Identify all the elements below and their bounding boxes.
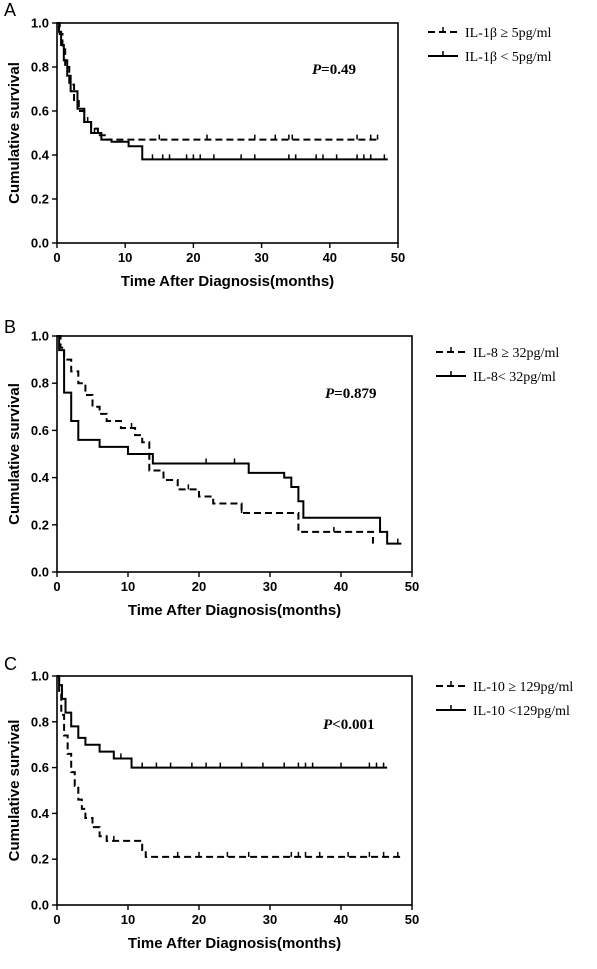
panel-b: B 0.0 0.2 0.4 0.6 0.8 1.0 0 10 20 30 40 50 Time After… [4,317,559,619]
survival-curve-dashed [57,22,378,141]
panel-a: A 0.0 0.2 0.4 0.6 0.8 1.0 0 10 20 30 40 50 Time After… [4,0,552,290]
x-tick-label: 50 [391,250,405,265]
y-axis-title: Cumulative survival [6,62,23,204]
x-tick-label: 10 [121,579,135,594]
y-tick-label: 1.0 [31,16,49,31]
legend-label: IL-10 ≥ 129pg/ml [473,680,573,695]
survival-curve-dashed [57,675,402,858]
p-value: =0.49 [321,62,356,78]
y-tick-label: 0.6 [31,104,49,119]
legend-label: IL-8< 32pg/ml [473,370,556,385]
p-symbol: P [323,717,333,733]
plot-frame [56,22,399,244]
x-tick-label: 20 [186,250,200,265]
x-tick-label: 0 [53,912,60,927]
x-tick-label: 50 [405,912,419,927]
x-tick-label: 40 [334,912,348,927]
y-tick-label: 1.0 [31,669,49,684]
y-tick-label: 0.4 [31,806,50,821]
panel-c: C 0.0 0.2 0.4 0.6 0.8 1.0 0 10 20 30 40 50 Time After… [4,654,573,952]
y-tick-label: 0.8 [31,714,49,729]
y-tick-label: 0.2 [31,517,49,532]
p-value: <0.001 [332,717,374,733]
survival-curve-solid [57,675,388,769]
legend-label: IL-1β < 5pg/ml [465,50,552,65]
p-value: =0.879 [334,386,376,402]
plot-frame [56,675,413,906]
x-tick-label: 0 [53,250,60,265]
panel-letter: C [4,654,17,674]
x-axis-title: Time After Diagnosis(months) [128,935,341,952]
y-axis-title: Cumulative survival [6,720,23,862]
y-axis-title: Cumulative survival [6,383,23,525]
y-tick-label: 0.2 [31,192,49,207]
y-tick-label: 0.0 [31,898,49,913]
p-value-annotation: P<0.001 [323,717,374,733]
x-tick-label: 30 [263,912,277,927]
x-tick-label: 30 [263,579,277,594]
y-tick-label: 1.0 [31,329,49,344]
x-axis-title: Time After Diagnosis(months) [128,602,341,619]
x-tick-label: 10 [121,912,135,927]
survival-curve-dashed [57,335,374,544]
legend-label: IL-10 <129pg/ml [473,704,570,719]
y-tick-label: 0.6 [31,760,49,775]
x-tick-label: 30 [254,250,268,265]
legend-label: IL-1β ≥ 5pg/ml [465,26,551,41]
x-tick-label: 40 [323,250,337,265]
panel-letter: A [4,0,16,20]
y-tick-label: 0.8 [31,376,49,391]
y-tick-label: 0.0 [31,236,49,251]
x-axis-title: Time After Diagnosis(months) [121,273,334,290]
y-tick-label: 0.8 [31,60,49,75]
y-tick-label: 0.4 [31,148,50,163]
y-tick-label: 0.0 [31,565,49,580]
survival-curve-solid [57,335,402,545]
y-tick-label: 0.2 [31,852,49,867]
panel-letter: B [4,317,16,337]
survival-curve-solid [57,22,388,161]
x-tick-label: 10 [118,250,132,265]
x-tick-label: 20 [192,912,206,927]
plot-frame [56,335,413,573]
p-value-annotation: P=0.49 [312,62,356,78]
p-symbol: P [312,62,322,78]
legend-label: IL-8 ≥ 32pg/ml [473,346,559,361]
y-tick-label: 0.4 [31,470,50,485]
x-tick-label: 40 [334,579,348,594]
x-tick-label: 20 [192,579,206,594]
p-value-annotation: P=0.879 [325,386,376,402]
p-symbol: P [325,386,335,402]
y-tick-label: 0.6 [31,423,49,438]
x-tick-label: 0 [53,579,60,594]
x-tick-label: 50 [405,579,419,594]
